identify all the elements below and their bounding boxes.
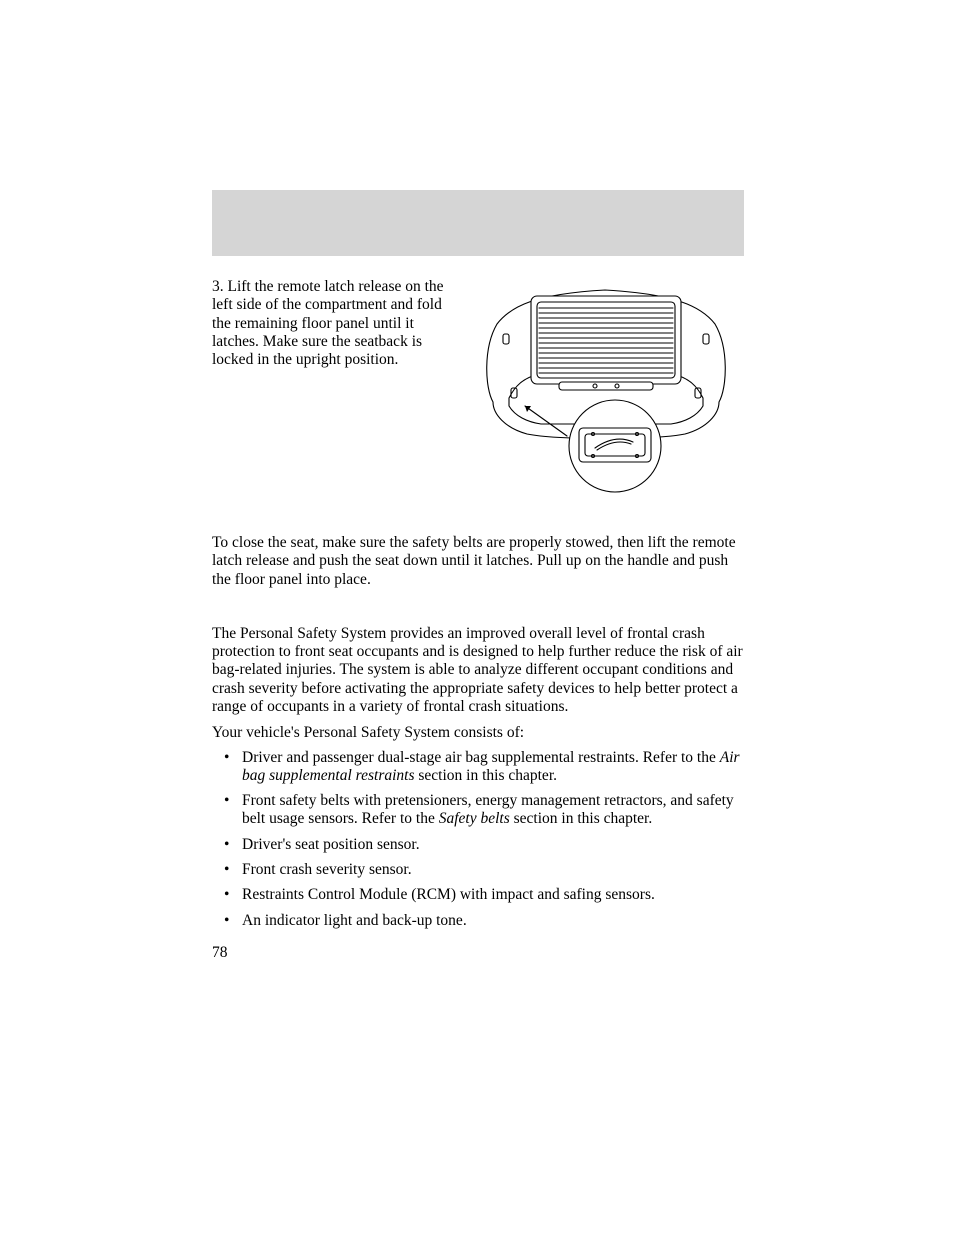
list-item: Driver's seat position sensor. — [230, 836, 744, 854]
bullet-text: section in this chapter. — [510, 810, 652, 827]
bullet-text: An indicator light and back-up tone. — [242, 912, 467, 929]
list-item: Front safety belts with pretensioners, e… — [230, 792, 744, 829]
step-3-figure — [468, 278, 744, 494]
bullet-text: Restraints Control Module (RCM) with imp… — [242, 886, 655, 903]
list-item: An indicator light and back-up tone. — [230, 912, 744, 930]
section-header-bar — [212, 190, 744, 256]
step-3-text: 3. Lift the remote latch release on the … — [212, 278, 452, 494]
page: 3. Lift the remote latch release on the … — [212, 190, 744, 962]
close-seat-paragraph: To close the seat, make sure the safety … — [212, 534, 744, 589]
bullet-ital: Safety belts — [439, 810, 510, 827]
safety-system-intro: The Personal Safety System provides an i… — [212, 625, 744, 716]
safety-system-consists: Your vehicle's Personal Safety System co… — [212, 724, 744, 742]
list-item: Front crash severity sensor. — [230, 861, 744, 879]
bullet-text: section in this chapter. — [415, 767, 557, 784]
page-number: 78 — [212, 944, 744, 962]
step-3-row: 3. Lift the remote latch release on the … — [212, 278, 744, 494]
bullet-text: Front crash severity sensor. — [242, 861, 412, 878]
bullet-text: Driver and passenger dual-stage air bag … — [242, 749, 720, 766]
safety-system-list: Driver and passenger dual-stage air bag … — [212, 749, 744, 930]
list-item: Restraints Control Module (RCM) with imp… — [230, 886, 744, 904]
list-item: Driver and passenger dual-stage air bag … — [230, 749, 744, 786]
bullet-text: Driver's seat position sensor. — [242, 836, 420, 853]
